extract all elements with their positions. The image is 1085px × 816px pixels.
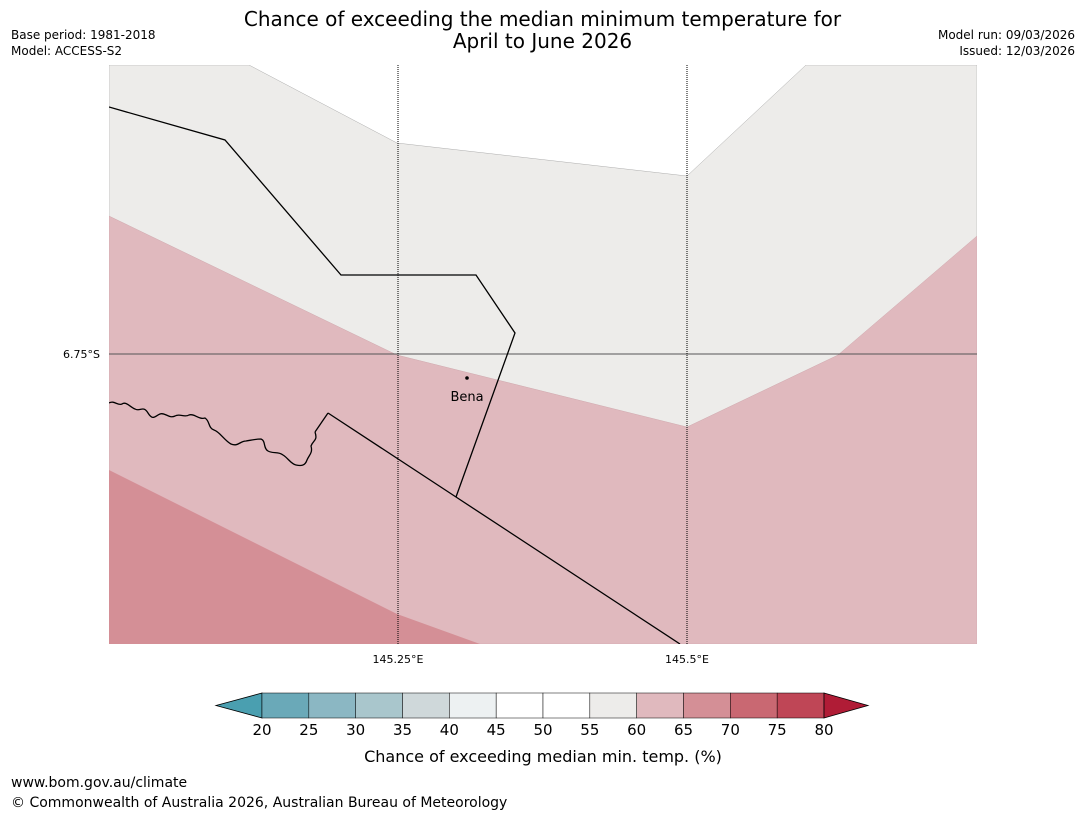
colorbar-tick-label: 65 <box>674 721 693 739</box>
colorbar-swatch <box>683 692 731 719</box>
town-marker <box>465 376 469 380</box>
issued-date: Issued: 12/03/2026 <box>959 44 1075 58</box>
colorbar-swatch <box>776 692 825 719</box>
colorbar-swatches <box>214 692 870 719</box>
map-title: Chance of exceeding the median minimum t… <box>0 8 1085 52</box>
latitude-label: 6.75°S <box>63 348 100 361</box>
colorbar-swatch <box>730 692 778 719</box>
colorbar-tick-label: 30 <box>346 721 365 739</box>
province-border-north <box>109 106 516 498</box>
colorbar-tick-label: 45 <box>487 721 506 739</box>
colorbar-tick-label: 55 <box>580 721 599 739</box>
colorbar-swatch <box>355 692 403 719</box>
colorbar-tick-label: 20 <box>252 721 271 739</box>
place-label-bena: Bena <box>450 390 483 405</box>
colorbar-tick-label: 50 <box>533 721 552 739</box>
colorbar-tick-label: 75 <box>768 721 787 739</box>
colorbar-extend-low <box>214 692 263 719</box>
province-border-south <box>327 412 681 644</box>
base-period: Base period: 1981-2018 <box>11 28 156 42</box>
river <box>109 401 317 467</box>
colorbar-label: Chance of exceeding median min. temp. (%… <box>364 747 722 766</box>
colorbar-tick-label: 70 <box>721 721 740 739</box>
colorbar-extend-high <box>823 692 870 719</box>
colorbar-swatch <box>636 692 684 719</box>
longitude-label-2: 145.5°E <box>665 653 709 666</box>
colorbar-swatch <box>542 692 591 719</box>
colorbar-ticks: 20 25 30 35 40 45 50 55 60 65 70 75 80 <box>252 721 833 739</box>
colorbar-swatch <box>308 692 356 719</box>
colorbar-tick-label: 25 <box>299 721 318 739</box>
colorbar-tick-label: 60 <box>627 721 646 739</box>
colorbar-tick-label: 80 <box>814 721 833 739</box>
title-line-1: Chance of exceeding the median minimum t… <box>243 7 842 31</box>
colorbar-legend: 20 25 30 35 40 45 50 55 60 65 70 75 80 Chance of exc… <box>214 692 870 766</box>
colorbar-tick-label: 40 <box>440 721 459 739</box>
footer-url: www.bom.gov.au/climate <box>11 775 188 791</box>
colorbar-swatch <box>589 692 637 719</box>
colorbar-swatch <box>402 692 450 719</box>
colorbar-swatch <box>495 692 544 719</box>
band-65-70 <box>109 470 480 644</box>
title-line-2: April to June 2026 <box>452 29 633 53</box>
footer-copyright: © Commonwealth of Australia 2026, Austra… <box>11 795 508 811</box>
band-60-65 <box>109 215 977 644</box>
model-name: Model: ACCESS-S2 <box>11 44 123 58</box>
province-border-link <box>314 412 329 433</box>
colorbar-swatch <box>261 692 310 719</box>
colorbar-tick-label: 35 <box>393 721 412 739</box>
model-run: Model run: 09/03/2026 <box>937 28 1075 42</box>
forecast-map: 6.75°S 145.25°E 145.5°E Bena <box>63 65 977 666</box>
longitude-label-1: 145.25°E <box>373 653 424 666</box>
colorbar-swatch <box>449 692 497 719</box>
